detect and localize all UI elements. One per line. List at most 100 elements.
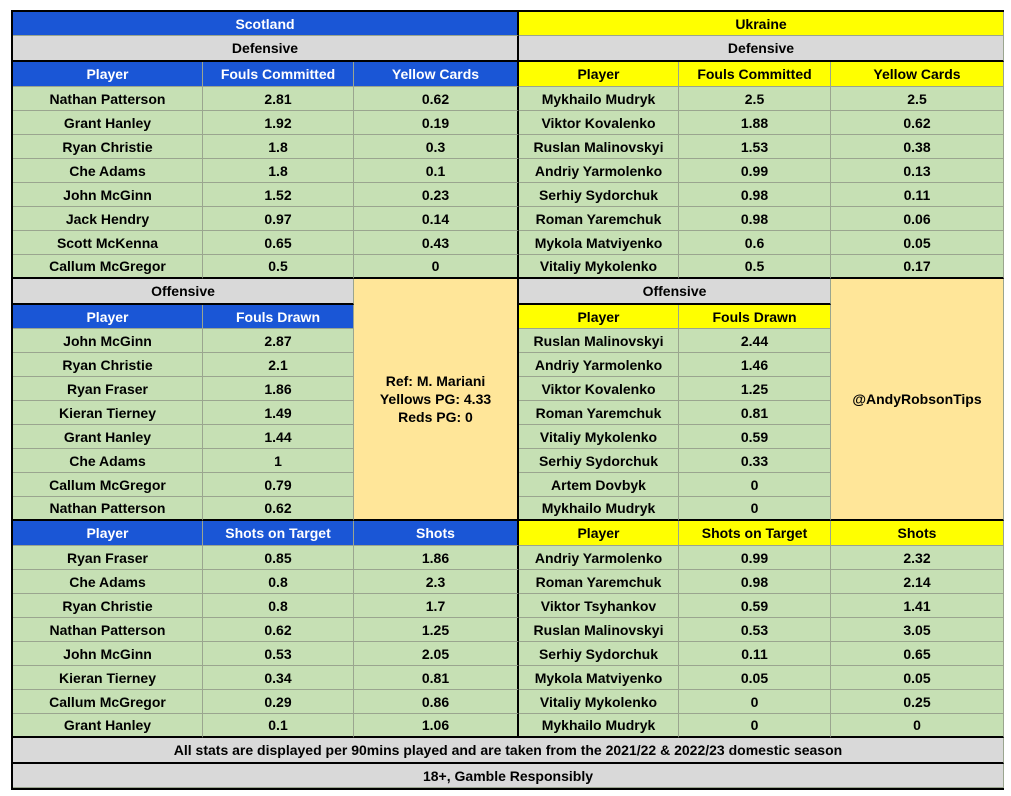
table-cell: Ryan Christie bbox=[13, 135, 203, 159]
table-cell: Grant Hanley bbox=[13, 714, 203, 738]
table-cell: 0.43 bbox=[354, 231, 519, 255]
table-cell: 1.86 bbox=[354, 546, 519, 570]
table-cell: 1.41 bbox=[831, 594, 1004, 618]
ukraine-off-header-player: Player bbox=[519, 305, 679, 329]
table-cell: Mykola Matviyenko bbox=[519, 666, 679, 690]
table-cell: 2.44 bbox=[679, 329, 831, 353]
stats-sheet: Scotland Ukraine Defensive Defensive Player F… bbox=[11, 10, 1004, 790]
ukraine-title: Ukraine bbox=[519, 12, 1004, 36]
table-cell: Nathan Patterson bbox=[13, 497, 203, 521]
scotland-shots-header-shots: Shots bbox=[354, 521, 519, 546]
table-cell: John McGinn bbox=[13, 329, 203, 353]
table-cell: 0.98 bbox=[679, 183, 831, 207]
table-cell: 0.05 bbox=[831, 666, 1004, 690]
table-cell: 1.44 bbox=[203, 425, 354, 449]
ukraine-off-header-fouls-drawn: Fouls Drawn bbox=[679, 305, 831, 329]
referee-info: Ref: M. Mariani Yellows PG: 4.33 Reds PG: … bbox=[354, 279, 519, 521]
table-cell: 1.86 bbox=[203, 377, 354, 401]
table-cell: 0.3 bbox=[354, 135, 519, 159]
table-cell: 0.99 bbox=[679, 159, 831, 183]
scotland-offensive-label: Offensive bbox=[13, 279, 354, 305]
table-cell: John McGinn bbox=[13, 642, 203, 666]
ukraine-def-header-fouls: Fouls Committed bbox=[679, 62, 831, 87]
table-cell: Callum McGregor bbox=[13, 690, 203, 714]
table-cell: 0.06 bbox=[831, 207, 1004, 231]
table-cell: 0.85 bbox=[203, 546, 354, 570]
table-cell: Ryan Fraser bbox=[13, 546, 203, 570]
table-cell: 1.46 bbox=[679, 353, 831, 377]
table-cell: 2.81 bbox=[203, 87, 354, 111]
table-cell: Mykhailo Mudryk bbox=[519, 497, 679, 521]
table-cell: 1.06 bbox=[354, 714, 519, 738]
table-cell: 0.14 bbox=[354, 207, 519, 231]
table-cell: 1.88 bbox=[679, 111, 831, 135]
table-cell: Grant Hanley bbox=[13, 425, 203, 449]
table-cell: Callum McGregor bbox=[13, 473, 203, 497]
table-cell: 0.25 bbox=[831, 690, 1004, 714]
table-cell: 2.1 bbox=[203, 353, 354, 377]
table-cell: 0 bbox=[831, 714, 1004, 738]
table-cell: Andriy Yarmolenko bbox=[519, 159, 679, 183]
table-cell: John McGinn bbox=[13, 183, 203, 207]
table-cell: Ruslan Malinovskyi bbox=[519, 618, 679, 642]
table-cell: 1.7 bbox=[354, 594, 519, 618]
table-cell: 2.3 bbox=[354, 570, 519, 594]
table-cell: 0.81 bbox=[354, 666, 519, 690]
table-cell: 0.59 bbox=[679, 425, 831, 449]
table-cell: 0.62 bbox=[203, 497, 354, 521]
ukraine-shots-header-sot: Shots on Target bbox=[679, 521, 831, 546]
scotland-defensive-label: Defensive bbox=[13, 36, 519, 62]
table-cell: Vitaliy Mykolenko bbox=[519, 425, 679, 449]
table-cell: 0.53 bbox=[679, 618, 831, 642]
table-cell: Mykhailo Mudryk bbox=[519, 87, 679, 111]
table-cell: 0.38 bbox=[831, 135, 1004, 159]
scotland-off-header-player: Player bbox=[13, 305, 203, 329]
table-cell: 0.11 bbox=[831, 183, 1004, 207]
table-cell: 0.13 bbox=[831, 159, 1004, 183]
table-cell: 0.1 bbox=[354, 159, 519, 183]
table-cell: Kieran Tierney bbox=[13, 666, 203, 690]
table-cell: 0.05 bbox=[831, 231, 1004, 255]
table-cell: 0.53 bbox=[203, 642, 354, 666]
table-cell: Ryan Christie bbox=[13, 353, 203, 377]
table-cell: 2.32 bbox=[831, 546, 1004, 570]
table-cell: 0.11 bbox=[679, 642, 831, 666]
table-cell: Mykhailo Mudryk bbox=[519, 714, 679, 738]
scotland-shots-header-player: Player bbox=[13, 521, 203, 546]
table-cell: 0.8 bbox=[203, 594, 354, 618]
table-cell: 0.19 bbox=[354, 111, 519, 135]
table-cell: Grant Hanley bbox=[13, 111, 203, 135]
table-cell: Vitaliy Mykolenko bbox=[519, 255, 679, 279]
table-cell: Andriy Yarmolenko bbox=[519, 546, 679, 570]
ukraine-defensive-label: Defensive bbox=[519, 36, 1004, 62]
table-cell: Scott McKenna bbox=[13, 231, 203, 255]
table-cell: 2.14 bbox=[831, 570, 1004, 594]
table-cell: 0 bbox=[679, 473, 831, 497]
table-cell: Serhiy Sydorchuk bbox=[519, 642, 679, 666]
table-cell: 0.05 bbox=[679, 666, 831, 690]
scotland-def-header-player: Player bbox=[13, 62, 203, 87]
scotland-title: Scotland bbox=[13, 12, 519, 36]
table-cell: Roman Yaremchuk bbox=[519, 207, 679, 231]
table-cell: Ryan Fraser bbox=[13, 377, 203, 401]
table-cell: 2.87 bbox=[203, 329, 354, 353]
table-cell: 0.65 bbox=[203, 231, 354, 255]
table-cell: Nathan Patterson bbox=[13, 618, 203, 642]
table-cell: Serhiy Sydorchuk bbox=[519, 449, 679, 473]
table-cell: 0.62 bbox=[831, 111, 1004, 135]
table-cell: Che Adams bbox=[13, 159, 203, 183]
table-cell: 1 bbox=[203, 449, 354, 473]
table-cell: Callum McGregor bbox=[13, 255, 203, 279]
twitter-handle: @AndyRobsonTips bbox=[831, 279, 1004, 521]
table-cell: 0.5 bbox=[203, 255, 354, 279]
table-cell: Viktor Kovalenko bbox=[519, 377, 679, 401]
table-cell: Roman Yaremchuk bbox=[519, 570, 679, 594]
table-cell: 1.25 bbox=[679, 377, 831, 401]
table-cell: Serhiy Sydorchuk bbox=[519, 183, 679, 207]
table-cell: 0.62 bbox=[354, 87, 519, 111]
ukraine-shots-header-shots: Shots bbox=[831, 521, 1004, 546]
table-cell: Viktor Tsyhankov bbox=[519, 594, 679, 618]
table-cell: 0.81 bbox=[679, 401, 831, 425]
table-cell: Ryan Christie bbox=[13, 594, 203, 618]
table-cell: 0.79 bbox=[203, 473, 354, 497]
